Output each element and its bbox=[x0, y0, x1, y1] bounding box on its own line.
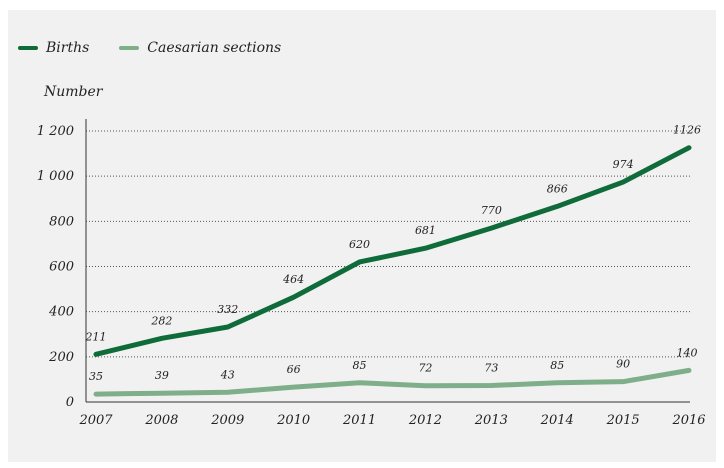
series-line-caesarian-sections bbox=[93, 367, 692, 397]
x-tick-label-2016: 2016 bbox=[671, 413, 705, 428]
legend-swatch-births bbox=[18, 46, 38, 50]
x-tick-label-2010: 2010 bbox=[276, 413, 310, 428]
data-label-births-2010: 464 bbox=[282, 273, 304, 286]
legend-swatch-caesarian bbox=[119, 46, 140, 50]
legend-label-births: Births bbox=[46, 40, 90, 56]
data-label-caesarian-sections-2015: 90 bbox=[616, 358, 630, 371]
y-axis-label: Number bbox=[44, 84, 103, 100]
x-tick-label-2011: 2011 bbox=[342, 413, 376, 428]
data-label-births-2009: 332 bbox=[217, 303, 238, 316]
data-label-births-2008: 282 bbox=[150, 314, 172, 327]
x-tick-label-2013: 2013 bbox=[474, 413, 508, 428]
data-label-caesarian-sections-2008: 39 bbox=[155, 369, 169, 382]
data-label-caesarian-sections-2014: 85 bbox=[550, 359, 564, 372]
y-tick-label-1000: 1 000 bbox=[37, 169, 74, 184]
legend-item-caesarian: Caesarian sections bbox=[119, 40, 281, 56]
legend-item-births: Births bbox=[18, 40, 89, 56]
series-line-births bbox=[93, 145, 692, 357]
y-tick-label-1200: 1 200 bbox=[37, 124, 74, 139]
data-label-caesarian-sections-2007: 35 bbox=[89, 370, 103, 383]
y-tick-label-200: 200 bbox=[48, 350, 74, 365]
x-tick-label-2008: 2008 bbox=[144, 413, 178, 428]
y-tick-label-800: 800 bbox=[49, 214, 74, 229]
chart-panel bbox=[8, 10, 716, 462]
x-tick-label-2012: 2012 bbox=[408, 413, 442, 428]
x-tick-label-2014: 2014 bbox=[540, 413, 574, 428]
chart-legend: Births Caesarian sections bbox=[18, 40, 281, 56]
data-label-births-2007: 211 bbox=[85, 330, 107, 343]
data-label-births-2016: 1126 bbox=[673, 124, 701, 137]
data-label-births-2015: 974 bbox=[613, 158, 634, 171]
data-label-births-2014: 866 bbox=[547, 182, 568, 195]
x-tick-label-2007: 2007 bbox=[78, 413, 113, 428]
x-tick-label-2015: 2015 bbox=[606, 413, 640, 428]
legend-label-caesarian: Caesarian sections bbox=[147, 40, 282, 56]
x-tick-label-2009: 2009 bbox=[210, 413, 244, 428]
data-label-births-2011: 620 bbox=[349, 238, 370, 251]
data-label-caesarian-sections-2013: 73 bbox=[484, 362, 498, 375]
data-label-caesarian-sections-2016: 140 bbox=[677, 346, 698, 359]
data-label-births-2013: 770 bbox=[481, 204, 502, 217]
data-label-births-2012: 681 bbox=[415, 224, 436, 237]
y-tick-label-0: 0 bbox=[66, 395, 74, 410]
data-label-caesarian-sections-2012: 72 bbox=[418, 362, 432, 375]
data-label-caesarian-sections-2009: 43 bbox=[220, 368, 235, 381]
y-tick-label-600: 600 bbox=[49, 260, 74, 275]
data-label-caesarian-sections-2011: 85 bbox=[353, 359, 367, 372]
data-label-caesarian-sections-2010: 66 bbox=[287, 363, 301, 376]
y-tick-label-400: 400 bbox=[48, 305, 74, 320]
